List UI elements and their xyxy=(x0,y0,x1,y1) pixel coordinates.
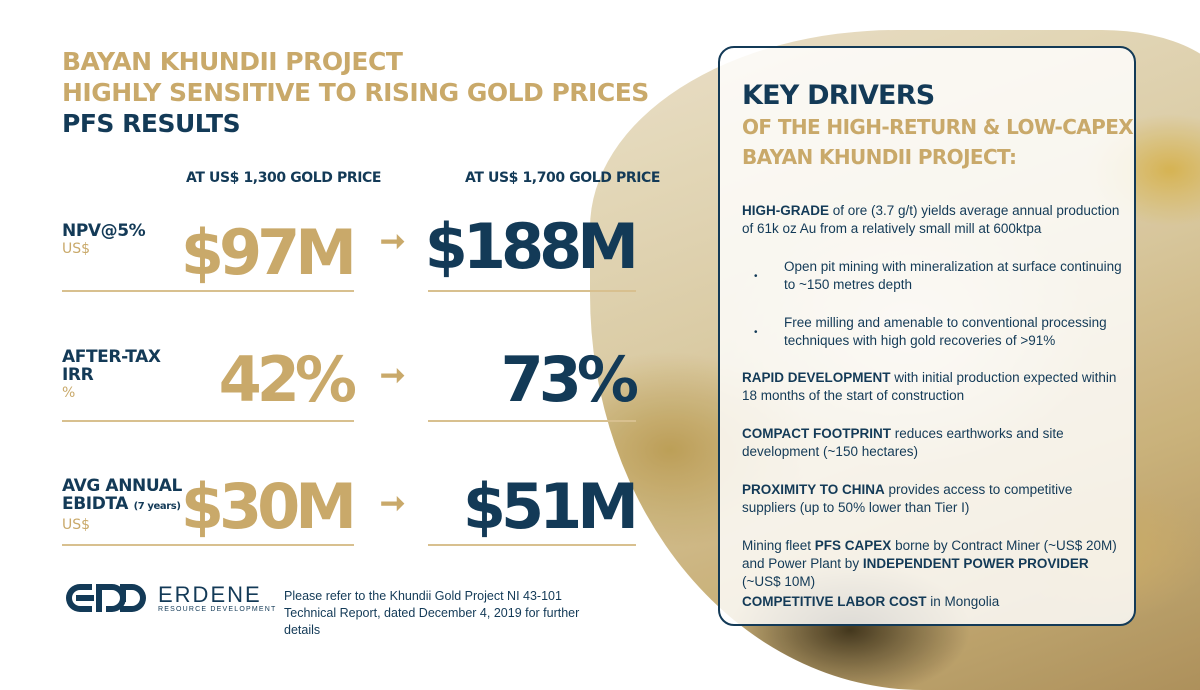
driver-text: Mining fleet xyxy=(742,538,815,553)
irr-before-value: 42% xyxy=(218,343,357,416)
arrow-right-icon: ➞ xyxy=(380,487,406,520)
irr-after-value: 73% xyxy=(500,343,639,416)
driver-text: (~US$ 10M) xyxy=(742,574,816,589)
ebidta-before-value: $30M xyxy=(180,470,357,543)
npv-after-value: $188M xyxy=(424,210,639,283)
driver-labor-cost: COMPETITIVE LABOR COST in Mongolia xyxy=(742,593,1126,611)
row-label-ebidta: AVG ANNUAL EBIDTA (7 years) US$ xyxy=(62,477,182,534)
title-line-3: PFS RESULTS xyxy=(62,109,241,138)
driver-text: with initial production expected within … xyxy=(742,370,1117,403)
driver-text: of ore (3.7 g/t) yields average annual p… xyxy=(742,203,1120,236)
row-unit: % xyxy=(62,385,76,401)
row-label-npv: NPV@5% US$ xyxy=(62,221,146,258)
panel-heading: KEY DRIVERS xyxy=(742,80,935,111)
company-logo: ERDENE RESOURCE DEVELOPMENT xyxy=(62,580,277,616)
row-label-ebidta-text: EBIDTA xyxy=(62,494,129,514)
driver-keyword: RAPID DEVELOPMENT xyxy=(742,370,891,385)
row-unit: US$ xyxy=(62,241,91,257)
panel-subheading-2: BAYAN KHUNDII PROJECT: xyxy=(742,145,1017,169)
row-unit: US$ xyxy=(62,517,91,533)
bullet-open-pit: • Open pit mining with mineralization at… xyxy=(742,258,1126,294)
driver-keyword: PFS CAPEX xyxy=(814,538,892,553)
title-line-1: BAYAN KHUNDII PROJECT xyxy=(62,47,403,76)
driver-compact-footprint: COMPACT FOOTPRINT reduces earthworks and… xyxy=(742,425,1126,461)
driver-text: in Mongolia xyxy=(926,594,1000,609)
divider xyxy=(62,544,354,546)
panel-subheading-1: OF THE HIGH-RETURN & LOW-CAPEX xyxy=(742,115,1134,139)
driver-text: borne by Contract Miner (~US$ 20M) and P… xyxy=(742,538,1117,571)
bullet-text: Open pit mining with mineralization at s… xyxy=(784,259,1122,292)
driver-keyword: INDEPENDENT POWER PROVIDER xyxy=(862,556,1089,571)
column-header-after: AT US$ 1,700 GOLD PRICE xyxy=(465,170,661,186)
bullet-icon: • xyxy=(754,327,758,338)
bullet-text: Free milling and amenable to conventiona… xyxy=(784,315,1107,348)
key-drivers-panel: KEY DRIVERS OF THE HIGH-RETURN & LOW-CAP… xyxy=(718,46,1136,626)
divider xyxy=(62,290,354,292)
bullet-icon: • xyxy=(754,271,758,282)
driver-text: reduces earthworks and site development … xyxy=(742,426,1064,459)
ebidta-after-value: $51M xyxy=(462,470,639,543)
erdene-logo-icon xyxy=(66,584,146,612)
divider xyxy=(428,544,636,546)
divider xyxy=(62,420,354,422)
logo-subtitle: RESOURCE DEVELOPMENT xyxy=(158,605,277,613)
driver-keyword: COMPETITIVE LABOR COST xyxy=(742,594,927,609)
page-title: BAYAN KHUNDII PROJECT HIGHLY SENSITIVE T… xyxy=(62,46,649,139)
bullet-free-milling: • Free milling and amenable to conventio… xyxy=(742,314,1126,350)
driver-rapid-development: RAPID DEVELOPMENT with initial productio… xyxy=(742,369,1126,405)
driver-text: provides access to competitive suppliers… xyxy=(742,482,1073,515)
row-label-text-2: IRR xyxy=(62,365,94,385)
driver-keyword: COMPACT FOOTPRINT xyxy=(742,426,891,441)
driver-keyword: PROXIMITY TO CHINA xyxy=(742,482,885,497)
driver-proximity-china: PROXIMITY TO CHINA provides access to co… xyxy=(742,481,1126,517)
row-label-text: AVG ANNUAL xyxy=(62,476,182,496)
arrow-right-icon: ➞ xyxy=(380,225,406,258)
logo-name: ERDENE xyxy=(158,581,262,607)
divider xyxy=(428,420,636,422)
row-label-irr: AFTER-TAX IRR % xyxy=(62,348,161,402)
driver-high-grade: HIGH-GRADE of ore (3.7 g/t) yields avera… xyxy=(742,202,1126,238)
title-line-2: HIGHLY SENSITIVE TO RISING GOLD PRICES xyxy=(62,78,649,107)
driver-keyword: HIGH-GRADE xyxy=(742,203,829,218)
row-label-text: AFTER-TAX xyxy=(62,347,161,367)
divider xyxy=(428,290,636,292)
column-header-before: AT US$ 1,300 GOLD PRICE xyxy=(186,170,382,186)
row-label-text: NPV@5% xyxy=(62,221,146,241)
footnote: Please refer to the Khundii Gold Project… xyxy=(284,589,580,637)
panel-title: KEY DRIVERS OF THE HIGH-RETURN & LOW-CAP… xyxy=(742,80,1134,172)
npv-before-value: $97M xyxy=(180,216,357,289)
row-label-text-2: EBIDTA (7 years) xyxy=(62,495,182,516)
driver-pfs-capex: Mining fleet PFS CAPEX borne by Contract… xyxy=(742,537,1126,591)
row-label-period: (7 years) xyxy=(133,501,181,512)
arrow-right-icon: ➞ xyxy=(380,359,406,392)
